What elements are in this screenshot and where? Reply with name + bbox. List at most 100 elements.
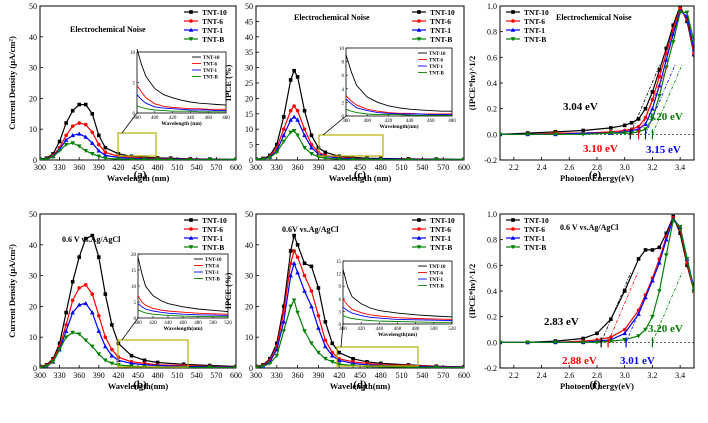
data-point [50,155,56,160]
x-tick-label: 330 [54,371,66,380]
data-point [207,157,213,160]
data-point [77,102,81,107]
legend-marker [417,218,421,222]
x-tick-label: 2.8 [592,371,602,380]
data-point [350,157,356,160]
inset-series-line-tnt-6 [345,95,452,115]
data-point [275,341,279,346]
inset-series-line-tnt-10 [345,54,452,112]
data-point [664,231,669,236]
x-tick-label: 480 [375,371,387,380]
inset-y-tick-label: 0 [134,317,137,322]
x-tick-label: 480 [375,163,387,172]
data-point [663,253,669,258]
x-tick-label: 420 [112,371,124,380]
legend-entry: TNT-10 [430,8,455,17]
panel-caption: (d) [353,379,367,391]
y-tick-label: 25 [245,79,253,88]
y-tick-label: 30 [29,64,37,73]
data-point [83,134,89,139]
data-point [643,106,648,111]
data-point [90,233,95,238]
data-point [650,117,655,122]
tangent-fit-line [607,271,639,343]
data-point [63,335,69,340]
inset-x-axis-label: Wavelength(nm) [378,331,417,338]
data-point [636,334,641,339]
y-tick-label: 0.6 [487,261,497,270]
x-tick-label: 360 [73,371,85,380]
data-point [83,122,88,127]
x-axis-label: Wavelength (nm) [329,173,392,183]
x-tick-label: 300 [250,371,262,380]
x-tick-label: 3.4 [675,371,685,380]
data-point [64,323,68,327]
data-point [76,332,82,337]
inset-y-tick-label: 2 [342,101,345,106]
legend-entry: TNT-1 [202,234,223,243]
inset-x-tick-label: 480 [222,116,230,121]
data-point [525,340,531,345]
x-tick-label: 3.4 [675,163,685,172]
inset-series-line-tnt-6 [136,85,226,110]
legend-marker [416,27,422,32]
data-point [281,304,286,309]
inset-x-tick-label: 400 [363,119,371,124]
data-point [295,243,300,247]
panel-caption: (b) [133,379,147,391]
series-line-tnt-b [500,219,694,343]
data-point [207,365,213,368]
legend-marker [189,10,193,14]
data-point [89,140,95,145]
data-point [553,340,558,345]
data-point [657,83,662,88]
zoom-region-box [117,339,189,368]
y-tick-label: 0 [33,156,37,165]
inset-series-line-tnt-1 [345,98,452,116]
data-point [233,157,236,160]
data-point [636,124,641,129]
y-tick-label: -0.2 [484,156,497,165]
inset-x-tick-label: 460 [179,321,187,326]
x-tick-label: 330 [271,163,283,172]
inset-legend-entry: TNT-B [203,76,218,81]
data-point [109,361,115,366]
data-point [643,327,648,332]
x-tick-label: 510 [171,371,183,380]
y-tick-label: 1.0 [487,210,497,219]
legend-entry: TNT-B [202,35,224,44]
data-point [288,249,293,253]
y-tick-label: 20 [29,302,37,311]
data-point [643,248,648,252]
series-line-tnt-10 [256,233,464,368]
tangent-fit-line [629,63,661,135]
data-point [70,141,75,146]
data-point [103,335,108,340]
data-point [657,289,662,294]
inset-x-tick-label: 420 [149,321,157,326]
data-point [57,347,62,352]
data-point [323,320,328,324]
data-point [129,364,134,368]
legend-marker [416,245,422,250]
legend-marker [511,19,515,23]
inset-x-tick-label: 520 [224,321,232,326]
data-point [76,302,82,307]
data-point [274,150,280,155]
data-point [685,263,689,268]
x-tick-label: 360 [73,163,85,172]
data-point [677,225,683,230]
data-point [187,157,193,160]
data-point [89,152,95,157]
data-point [63,328,69,333]
legend-entry: TNT-6 [202,225,223,234]
legend-entry: TNT-1 [202,26,223,35]
data-point [97,255,101,259]
legend-marker [188,245,194,250]
x-tick-label: 2.8 [592,163,602,172]
data-point [351,356,355,361]
y-tick-label: 0 [33,364,37,373]
band-gap-label: 3.20 eV [648,323,683,335]
y-tick-label: 10 [245,125,253,134]
inset-series-line-tnt-b [137,309,228,318]
